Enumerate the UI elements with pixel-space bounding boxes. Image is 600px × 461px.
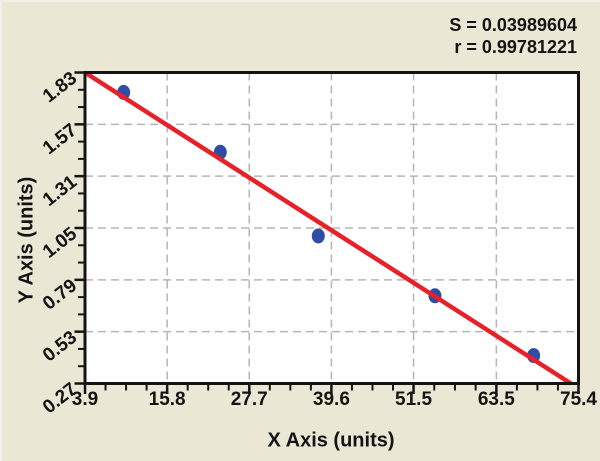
y-tick-label: 1.57 xyxy=(39,120,81,159)
data-point xyxy=(311,228,325,244)
stats-box: S = 0.03989604 r = 0.99781221 xyxy=(449,14,577,58)
stat-r-value: r = 0.99781221 xyxy=(454,37,577,57)
regression-line xyxy=(83,70,573,386)
y-tick-label: 0.27 xyxy=(39,379,81,418)
stat-s-value: S = 0.03989604 xyxy=(449,15,577,35)
x-tick-label: 75.4 xyxy=(560,389,597,410)
x-tick-label: 27.7 xyxy=(231,389,268,410)
y-tick-label: 1.83 xyxy=(39,68,81,107)
y-tick-label: 0.79 xyxy=(39,275,81,314)
x-tick-label: 3.9 xyxy=(72,389,98,410)
x-axis-title: X Axis (units) xyxy=(267,429,395,452)
plot-frame xyxy=(83,71,580,385)
x-tick-label: 15.8 xyxy=(149,389,186,410)
y-tick-label: 0.53 xyxy=(39,327,81,366)
x-tick-label: 51.5 xyxy=(395,389,432,410)
x-tick-label: 39.6 xyxy=(313,389,350,410)
x-tick-label: 63.5 xyxy=(478,389,515,410)
y-axis-title: Y Axis (units) xyxy=(15,176,38,304)
